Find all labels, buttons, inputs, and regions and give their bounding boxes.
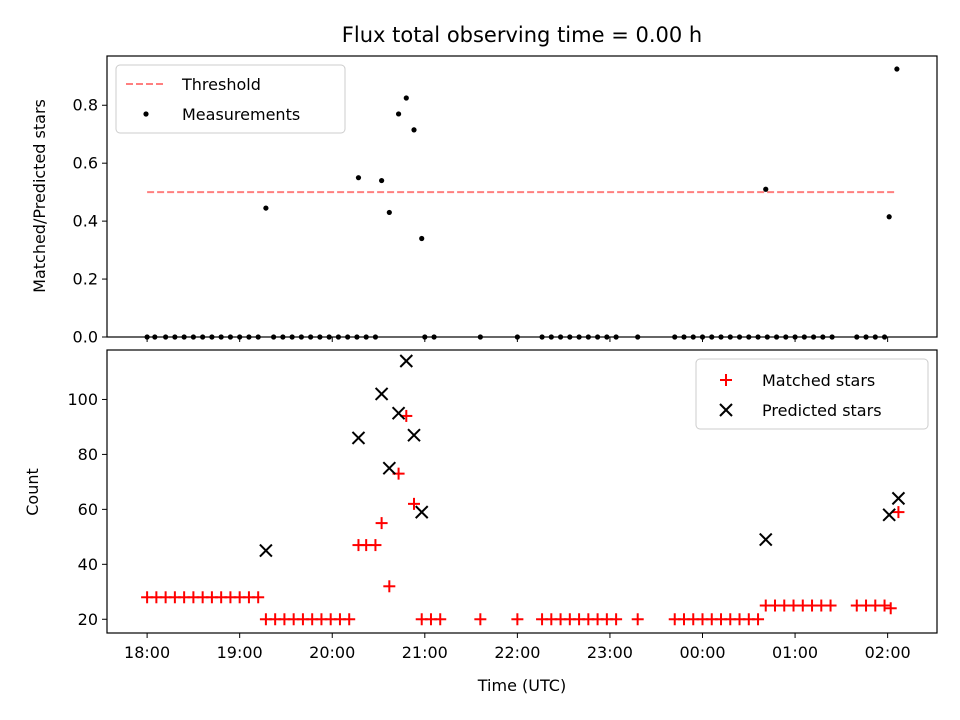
matched-star-point [824,599,837,612]
threshold-legend-label: Threshold [181,75,261,94]
measurement-point [763,186,769,192]
bottom-y-axis-label: Count [23,468,42,516]
top-y-tick-label: 0.2 [73,270,98,289]
bottom-y-tick-label: 80 [78,445,98,464]
bottom-x-tick-label: 22:00 [494,643,540,662]
bottom-x-tick-label: 00:00 [679,643,725,662]
measurement-point [263,205,269,211]
bottom-x-tick-label: 20:00 [309,643,355,662]
top-panel-frame [106,55,938,338]
matched-star-point [610,613,623,626]
predicted-star-point [391,406,406,420]
bottom-y-tick-label: 60 [78,500,98,519]
bottom-x-axis-label: Time (UTC) [477,676,566,695]
predicted-star-point [399,354,414,368]
bottom-panel-frame [106,349,938,634]
bottom-legend-box [695,358,929,430]
measurement-point [403,95,409,101]
bottom-x-tick-label: 02:00 [865,643,911,662]
predicted-star-point [382,461,397,475]
bottom-x-tick-label: 19:00 [217,643,263,662]
bottom-panel-marks [141,354,906,626]
top-y-tick-label: 0.6 [73,154,98,173]
bottom-x-tick-label: 18:00 [124,643,170,662]
predicted-legend-swatch [719,403,733,417]
measurements-legend-swatch [143,111,149,117]
top-y-tick-label: 0.8 [73,96,98,115]
measurement-point [419,235,425,242]
matched-star-point [434,613,447,626]
bottom-y-tick-label: 20 [78,610,98,629]
measurement-point [886,214,892,220]
bottom-y-tick-label: 100 [67,390,98,409]
top-legend-box [115,64,346,134]
top-y-axis: 0.0 0.2 0.4 0.6 0.8 [73,96,107,347]
predicted-star-point [407,428,421,442]
predicted-star-point [891,491,906,506]
predicted-star-point [351,431,366,445]
bottom-legend: Matched stars Predicted stars [695,358,929,430]
measurement-point [355,175,362,181]
bottom-x-tick-label: 23:00 [587,643,633,662]
matched-star-point [252,591,265,604]
top-panel: 0.00.20.40.60.8 Matched/Predicted stars … [30,55,938,347]
matched-star-point [884,602,897,615]
matched-star-point [375,517,388,530]
top-chart-title: Flux total observing time = 0.00 h [342,23,702,47]
measurement-point [411,127,417,133]
bottom-x-axis: 18:00 19:00 20:00 21:00 22:00 23:00 00:00 01:00… [124,633,911,662]
matched-star-point [343,613,356,626]
measurement-point [894,66,900,72]
matched-star-point [474,613,487,626]
bottom-x-tick-label: 21:00 [402,643,448,662]
matched-star-point [369,539,382,552]
top-legend: Threshold Measurements [115,64,346,134]
matched-star-point [511,613,524,626]
matched-star-point [383,580,396,593]
matched-legend-label: Matched stars [762,371,875,390]
matched-star-point [892,506,905,519]
top-y-axis-label: Matched/Predicted stars [30,99,49,293]
matched-star-point [631,613,644,626]
matched-legend-swatch [720,374,732,386]
top-y-tick-label: 0.4 [73,212,98,231]
matched-star-point [878,599,891,612]
measurement-point [386,209,392,216]
measurement-point [395,111,402,117]
top-x-ticks [146,337,889,342]
predicted-star-point [882,508,896,522]
bottom-y-tick-label: 40 [78,555,98,574]
predicted-star-point [374,387,389,401]
bottom-y-axis: 20 40 60 80 100 [67,390,107,629]
matched-star-point [752,613,765,626]
predicted-star-point [259,543,273,558]
matched-star-point [408,497,421,510]
bottom-panel: 20 40 60 80 100 18:00 19:00 20:00 21:00 22:00 23:… [23,349,938,695]
predicted-star-point [415,505,429,519]
measurements-legend-label: Measurements [182,105,300,124]
measurement-point [379,177,385,184]
predicted-star-point [759,532,773,547]
bottom-x-tick-label: 01:00 [772,643,818,662]
top-y-tick-label: 0.0 [73,328,98,347]
predicted-legend-label: Predicted stars [762,401,882,420]
